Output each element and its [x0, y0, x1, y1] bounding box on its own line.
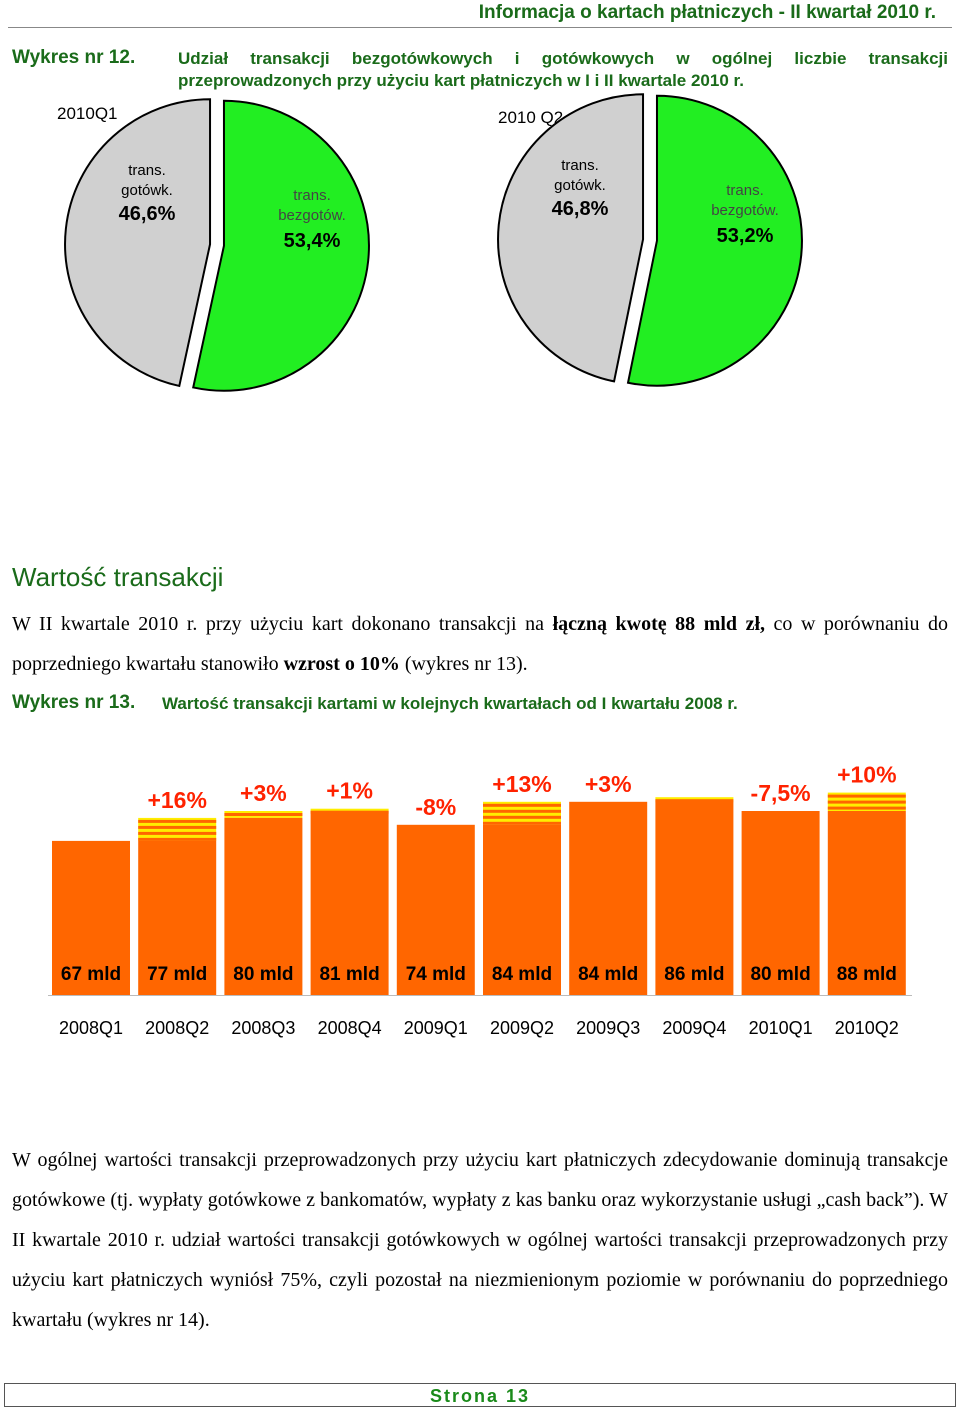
bar-2008Q3	[224, 817, 303, 995]
bar-value-label-2008Q3: 80 mld	[233, 964, 293, 985]
bar-increase-stripe	[655, 799, 734, 803]
bar-increase-2009Q2	[483, 801, 561, 825]
pie-label-bezgotowkowe-line1: trans.	[293, 187, 331, 204]
figure-12-number: Wykres nr 12.	[12, 47, 136, 68]
pie-label-bezgotowkowe-value: 53,4%	[284, 230, 341, 252]
bar-increase-stripe	[827, 794, 906, 798]
header-rule	[8, 27, 952, 28]
x-tick-label-2009Q3: 2009Q3	[576, 1018, 640, 1038]
bar-change-label-2009Q1: -8%	[415, 794, 456, 820]
bar-2009Q4	[655, 801, 734, 995]
bar-increase-stripe	[483, 821, 561, 825]
paragraph-value: W II kwartale 2010 r. przy użyciu kart d…	[12, 604, 948, 684]
bar-change-label-2010Q2: +10%	[837, 762, 896, 788]
page-number: Strona 13	[429, 1386, 531, 1406]
section-title: Wartość transakcji	[12, 562, 224, 592]
bar-increase-stripe	[138, 837, 217, 841]
page-header: Informacja o kartach płatniczych - II kw…	[478, 2, 936, 23]
bar-increase-2008Q4	[310, 808, 389, 811]
bar-increase-stripe	[138, 819, 217, 823]
pie-label-bezgotowkowe-line1: trans.	[726, 182, 764, 199]
pie-label-bezgotowkowe-line2: bezgotów.	[711, 202, 779, 219]
paragraph-value-text-2: co w porównaniu do poprzedniego kwartału…	[12, 613, 949, 675]
pie-label-gotowkowe-value: 46,6%	[119, 203, 176, 225]
x-tick-label-2008Q4: 2008Q4	[318, 1018, 382, 1038]
bar-2010Q2	[827, 811, 906, 995]
bar-2009Q3	[569, 801, 648, 995]
x-tick-label-2010Q1: 2010Q1	[749, 1018, 813, 1038]
bar-2009Q2	[483, 824, 561, 995]
bar-increase-stripe	[827, 806, 906, 810]
bar-2009Q1	[396, 824, 475, 995]
bar-change-label-2008Q3: +3%	[240, 780, 287, 806]
figure-12-title-line2: przeprowadzonych przy użyciu kart płatni…	[178, 71, 744, 90]
pie-label-gotowkowe-line2: gotówk.	[554, 177, 606, 194]
bar-change-label-2009Q2: +13%	[492, 771, 551, 797]
figure-13-title: Wartość transakcji kartami w kolejnych k…	[162, 694, 738, 713]
x-tick-label-2010Q2: 2010Q2	[835, 1018, 899, 1038]
paragraph-value-bold-amount: łączną kwotę 88 mld zł,	[552, 613, 766, 635]
pie-slice-gotowkowe	[64, 98, 212, 388]
footer-box	[4, 1383, 956, 1407]
pie-q1-title: 2010Q1	[57, 104, 118, 123]
bar-change-label-2010Q1: -7,5%	[751, 780, 811, 806]
bar-2008Q4	[310, 811, 389, 995]
bar-increase-stripe	[483, 815, 561, 819]
paragraph-value-text-3: (wykres nr 13).	[399, 653, 528, 675]
pie-label-bezgotowkowe-line2: bezgotów.	[278, 207, 346, 224]
bar-increase-stripe	[224, 813, 303, 816]
pie-label-gotowkowe-line1: trans.	[128, 162, 166, 179]
figure-12-title-line1: Udział transakcji bezgotówkowych i gotów…	[178, 49, 948, 68]
x-tick-label-2009Q2: 2009Q2	[490, 1018, 554, 1038]
pie-slice-bezgotowkowe	[626, 94, 803, 387]
pie-label-gotowkowe-value: 46,8%	[552, 198, 609, 220]
pie-label-bezgotowkowe-value: 53,2%	[717, 225, 774, 247]
bar-value-label-2009Q2: 84 mld	[492, 964, 552, 985]
bar-value-label-2008Q4: 81 mld	[319, 964, 379, 985]
bar-value-label-2008Q1: 67 mld	[61, 964, 121, 985]
x-tick-label-2009Q4: 2009Q4	[662, 1018, 726, 1038]
bar-increase-stripe	[483, 809, 561, 813]
bar-increase-stripe	[138, 831, 217, 835]
pie-charts: trans. gotówk. 46,6% trans. bezgotów. 53,4% tr…	[64, 93, 803, 392]
paragraph-value-bold-growth: wzrost o 10%	[283, 653, 400, 675]
bar-change-label-2008Q2: +16%	[147, 787, 206, 813]
pie-slice-gotowkowe	[497, 93, 645, 383]
bar-increase-stripe	[483, 803, 561, 807]
bar-value-label-2009Q3: 84 mld	[578, 964, 638, 985]
x-tick-label-2008Q2: 2008Q2	[145, 1018, 209, 1038]
x-tick-label-2008Q3: 2008Q3	[231, 1018, 295, 1038]
bar-2008Q2	[138, 840, 217, 995]
pie-label-gotowkowe-line1: trans.	[561, 157, 599, 174]
bar-value-label-2009Q1: 74 mld	[406, 964, 466, 985]
bar-increase-2008Q2	[138, 817, 217, 841]
bar-change-label-2009Q3: +3%	[585, 771, 632, 797]
bar-value-label-2010Q2: 88 mld	[837, 964, 897, 985]
pie-label-gotowkowe-line2: gotówk.	[121, 182, 173, 199]
bar-value-label-2008Q2: 77 mld	[147, 964, 207, 985]
bar-value-label-2009Q4: 86 mld	[664, 964, 724, 985]
paragraph-value-text-1: W II kwartale 2010 r. przy użyciu kart d…	[12, 613, 553, 635]
bar-increase-stripe	[138, 825, 217, 829]
paragraph-cash-share: W ogólnej wartości transakcji przeprowad…	[12, 1149, 948, 1331]
bar-change-label-2008Q4: +1%	[326, 778, 373, 804]
pie-q2-title: 2010 Q2	[498, 108, 564, 127]
figure-13-number: Wykres nr 13.	[12, 692, 136, 713]
x-tick-label-2009Q1: 2009Q1	[404, 1018, 468, 1038]
pie-slice-bezgotowkowe	[192, 99, 370, 392]
x-tick-label-2008Q1: 2008Q1	[59, 1018, 123, 1038]
bar-value-label-2010Q1: 80 mld	[750, 964, 810, 985]
bar-2008Q1	[52, 840, 130, 995]
bar-increase-stripe	[827, 800, 906, 804]
bar-2010Q1	[741, 811, 820, 995]
